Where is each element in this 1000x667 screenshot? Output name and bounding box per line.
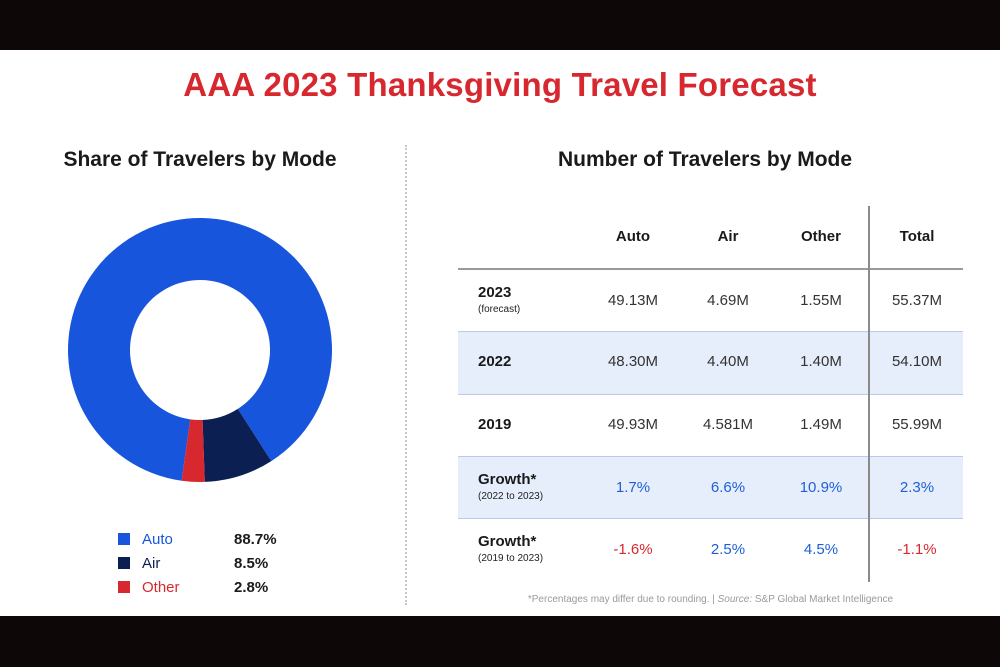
legend-label-auto: Auto — [142, 531, 234, 548]
footnote-source: S&P Global Market Intelligence — [752, 594, 893, 605]
table-cell: 4.40M — [683, 353, 773, 370]
bottom-letterbox-bar — [0, 616, 1000, 667]
column-header-total: Total — [872, 228, 962, 245]
total-column-divider — [868, 206, 870, 582]
table-cell: 49.13M — [588, 292, 678, 309]
row-label: Growth* — [478, 471, 536, 488]
table-cell: 10.9% — [776, 479, 866, 496]
table-cell: 55.37M — [872, 292, 962, 309]
footnote-source-label: Source: — [718, 594, 752, 605]
table-cell: 48.30M — [588, 353, 678, 370]
row-label: 2019 — [478, 416, 511, 433]
table-row: 2022 48.30M 4.40M 1.40M 54.10M — [458, 332, 963, 394]
legend-item-air: Air 8.5% — [118, 551, 277, 575]
column-header-other: Other — [776, 228, 866, 245]
table-cell: 6.6% — [683, 479, 773, 496]
table-row: Growth* (2019 to 2023) -1.6% 2.5% 4.5% -… — [458, 519, 963, 581]
table-row: 2019 49.93M 4.581M 1.49M 55.99M — [458, 395, 963, 457]
table-title: Number of Travelers by Mode — [410, 148, 1000, 172]
footnote: *Percentages may differ due to rounding.… — [458, 594, 963, 605]
table-cell: 4.5% — [776, 541, 866, 558]
table-cell: 1.40M — [776, 353, 866, 370]
row-label: Growth* — [478, 533, 536, 550]
main-title: AAA 2023 Thanksgiving Travel Forecast — [0, 66, 1000, 104]
table-cell: 4.69M — [683, 292, 773, 309]
table-cell: 1.49M — [776, 416, 866, 433]
table-cell: -1.6% — [588, 541, 678, 558]
table-cell: 2.3% — [872, 479, 962, 496]
footnote-note: *Percentages may differ due to rounding.… — [528, 594, 718, 605]
legend-value-auto: 88.7% — [234, 531, 277, 548]
row-label: 2022 — [478, 353, 511, 370]
table-row: Growth* (2022 to 2023) 1.7% 6.6% 10.9% 2… — [458, 457, 963, 519]
legend-label-air: Air — [142, 555, 234, 572]
table-cell: 1.7% — [588, 479, 678, 496]
legend-value-other: 2.8% — [234, 579, 268, 596]
table-cell: 4.581M — [683, 416, 773, 433]
table-cell: 54.10M — [872, 353, 962, 370]
top-letterbox-bar — [0, 0, 1000, 50]
legend-swatch-air — [118, 557, 130, 569]
section-divider — [405, 145, 407, 605]
column-header-air: Air — [683, 228, 773, 245]
row-sublabel: (2022 to 2023) — [478, 491, 543, 502]
table-cell: -1.1% — [872, 541, 962, 558]
pie-legend: Auto 88.7% Air 8.5% Other 2.8% — [118, 527, 277, 599]
legend-value-air: 8.5% — [234, 555, 268, 572]
row-sublabel: (2019 to 2023) — [478, 553, 543, 564]
table-cell: 2.5% — [683, 541, 773, 558]
legend-label-other: Other — [142, 579, 234, 596]
row-label: 2023 — [478, 284, 511, 301]
column-header-auto: Auto — [588, 228, 678, 245]
legend-item-auto: Auto 88.7% — [118, 527, 277, 551]
legend-item-other: Other 2.8% — [118, 575, 277, 599]
table-row: 2023 (forecast) 49.13M 4.69M 1.55M 55.37… — [458, 270, 963, 332]
table-cell: 49.93M — [588, 416, 678, 433]
legend-swatch-other — [118, 581, 130, 593]
pie-chart-title: Share of Travelers by Mode — [0, 148, 400, 172]
row-sublabel: (forecast) — [478, 304, 520, 315]
donut-chart — [68, 214, 332, 486]
legend-swatch-auto — [118, 533, 130, 545]
table-cell: 1.55M — [776, 292, 866, 309]
table-cell: 55.99M — [872, 416, 962, 433]
